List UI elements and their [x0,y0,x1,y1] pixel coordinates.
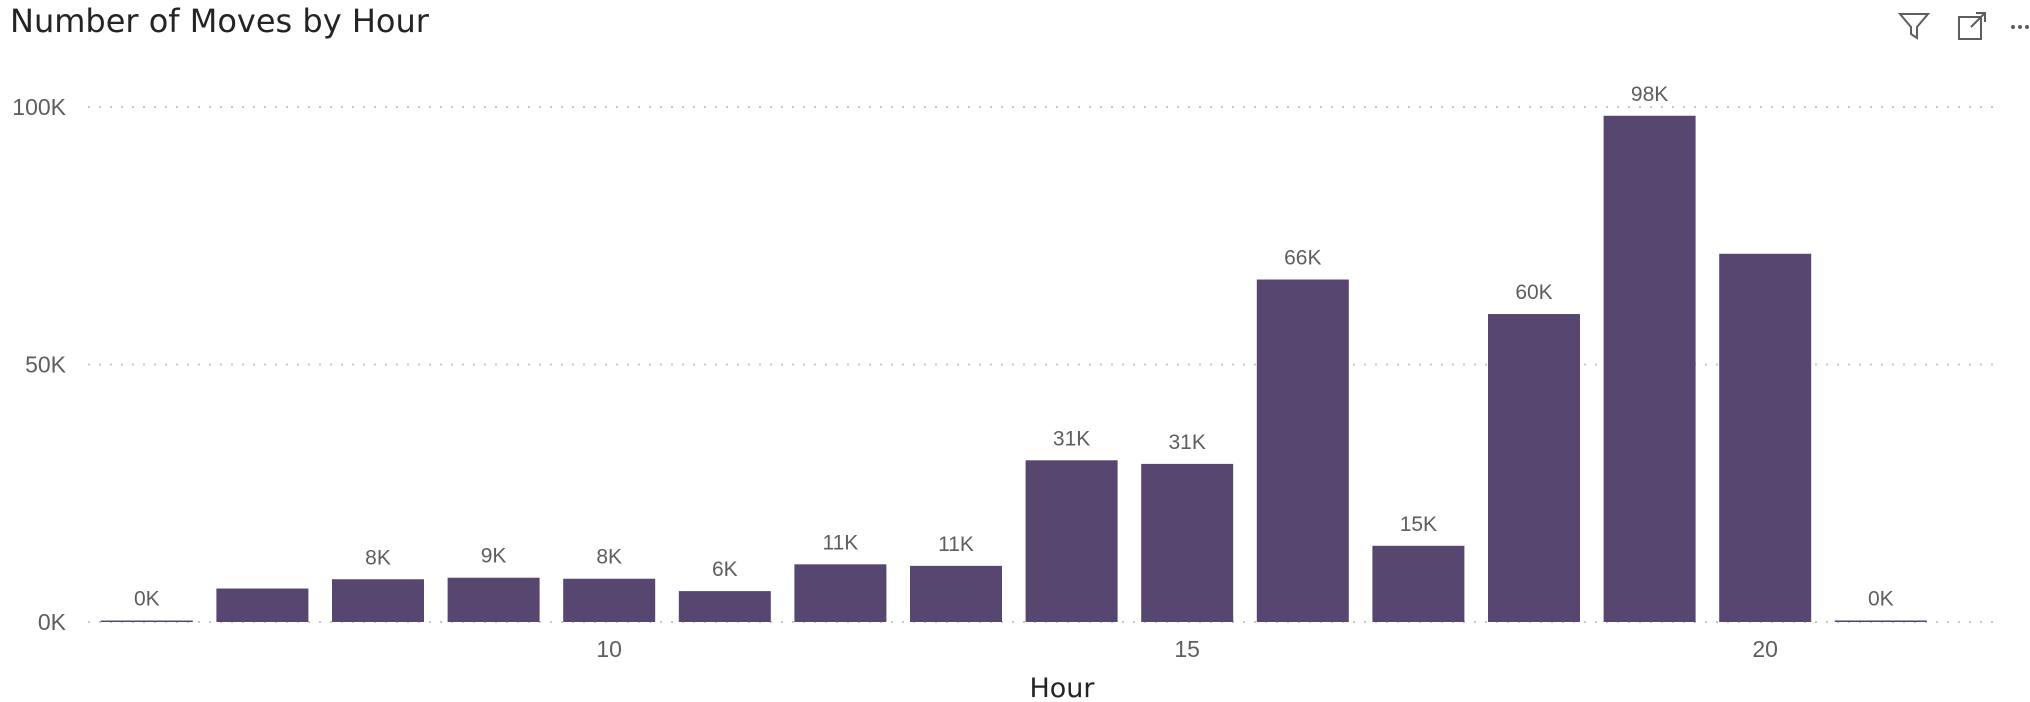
data-label: 9K [481,545,507,568]
y-axis-tick-labels: 0K 50K 100K [12,94,66,635]
data-label: 98K [1631,83,1668,106]
data-label: 0K [1868,587,1894,610]
bar[interactable] [1603,115,1696,622]
bar[interactable] [1256,279,1349,622]
data-labels: 0K 8K 9K 8K 6K 11K 11K 31K 31K 66K 15K 60K 98K 0K [134,83,1894,611]
data-label: 8K [365,546,391,569]
more-options-icon[interactable] [2010,6,2030,46]
data-label: 11K [822,531,858,554]
bar[interactable] [910,565,1002,622]
data-label: 66K [1284,247,1321,270]
data-label: 31K [1053,427,1090,450]
data-label: 0K [134,588,160,611]
bar[interactable] [563,578,656,622]
bar[interactable] [100,620,193,623]
bar[interactable] [1488,314,1580,622]
data-label: 8K [596,546,622,569]
data-label: 6K [712,558,738,581]
y-tick-label: 0K [38,609,67,635]
focus-mode-icon[interactable] [1952,6,1992,46]
bar[interactable] [216,588,309,622]
data-label: 11K [938,533,974,556]
filter-icon[interactable] [1894,6,1934,46]
visual-header-toolbar [1894,6,2030,46]
bar[interactable] [1834,620,1927,622]
x-axis-title: Hour [1029,673,1095,702]
chart-title: Number of Moves by Hour [10,2,429,40]
bar[interactable] [1372,545,1465,622]
bar[interactable] [678,591,771,622]
bar[interactable] [1719,253,1812,622]
bar[interactable] [447,577,540,622]
bar[interactable] [1141,463,1234,622]
bar[interactable] [1025,460,1118,622]
data-label: 31K [1169,431,1206,454]
y-tick-label: 50K [25,352,67,378]
bar[interactable] [794,564,887,622]
data-label: 60K [1515,281,1552,304]
x-tick-label: 15 [1174,636,1200,662]
bars [100,115,1927,623]
x-axis-tick-labels: 10 15 20 [596,636,1778,662]
x-tick-label: 20 [1752,636,1778,662]
y-tick-label: 100K [12,94,66,120]
data-label: 15K [1400,513,1437,536]
bar[interactable] [332,579,424,622]
x-tick-label: 10 [596,636,622,662]
